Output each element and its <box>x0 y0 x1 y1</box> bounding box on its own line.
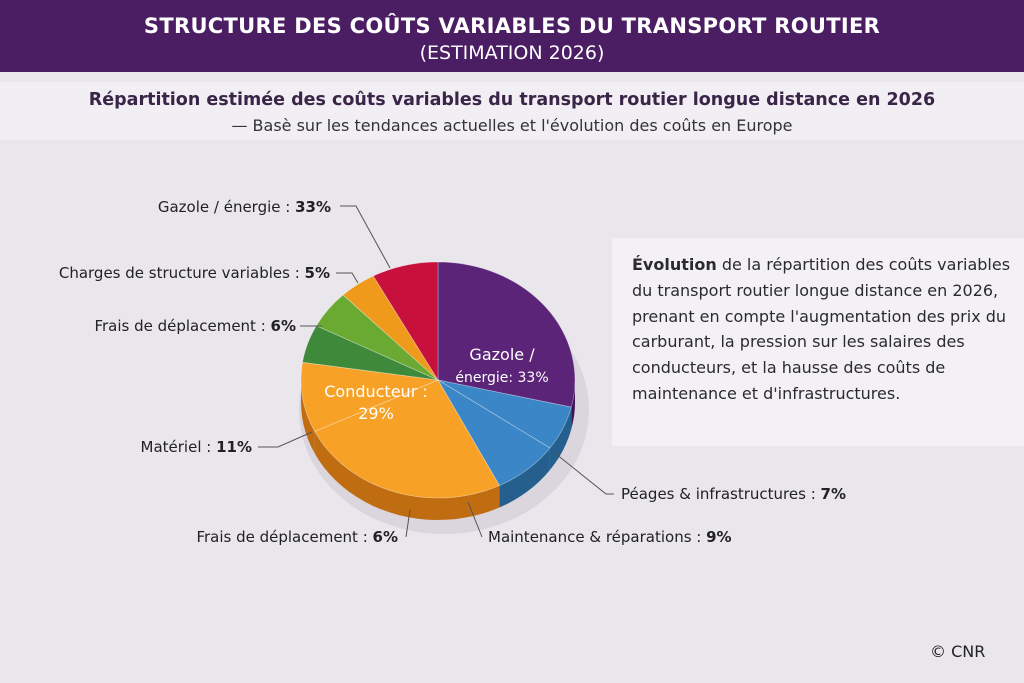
pie-inner-value: 29% <box>358 404 394 423</box>
pie-outer-label: Matériel : 11% <box>141 438 252 456</box>
pie-outer-label: Frais de déplacement : 6% <box>196 528 398 546</box>
pie-slice-side <box>571 380 575 430</box>
title-bar: STRUCTURE DES COÛTS VARIABLES DU TRANSPO… <box>0 0 1024 72</box>
pie-slice <box>437 379 572 449</box>
pie-inner-value: énergie: 33% <box>455 370 548 386</box>
pie-slice-side <box>499 448 550 508</box>
page-title: STRUCTURE DES COÛTS VARIABLES DU TRANSPO… <box>143 14 881 38</box>
chart-header: Répartition estimée des coûts variables … <box>0 82 1024 140</box>
pie-outer-label: Charges de structure variables : 5% <box>59 264 330 282</box>
leader-line <box>258 431 313 448</box>
pie-inner-label: Conducteur : <box>324 382 428 401</box>
leader-line <box>340 205 391 269</box>
page-subtitle: (ESTIMATION 2026) <box>419 42 605 64</box>
pie-slice-side <box>314 431 500 520</box>
pie-outer-label: Frais de déplacement : 6% <box>94 317 296 335</box>
pie-slice <box>437 261 576 408</box>
pie-slice-side <box>549 407 572 470</box>
leader-line <box>405 509 411 538</box>
copyright: © CNR <box>930 642 986 661</box>
pie-outer-label: Péages & infrastructures : 7% <box>621 485 846 503</box>
callout-text: Évolution de la répartition des coûts va… <box>632 252 1020 407</box>
chart-title: Répartition estimée des coûts variables … <box>88 90 936 110</box>
leader-line <box>336 272 359 284</box>
callout-box: Évolution de la répartition des coûts va… <box>612 238 1024 446</box>
callout-lead: Évolution <box>632 255 717 274</box>
pie-inner-label: Gazole / <box>469 345 535 364</box>
leader-line <box>467 501 483 538</box>
pie-slice <box>314 379 500 499</box>
pie-slice <box>372 261 439 382</box>
pie-slice <box>437 379 551 487</box>
pie-outer-label: Gazole / énergie : 33% <box>158 198 331 216</box>
chart-subtitle: — Basè sur les tendances actuelles et l'… <box>231 116 793 135</box>
pie-slice <box>300 361 440 432</box>
leader-line <box>555 453 614 495</box>
callout-body: de la répartition des coûts variables du… <box>632 255 1011 403</box>
pie-slice <box>342 275 439 381</box>
pie-slice-side <box>301 380 315 454</box>
pie-outer-label: Maintenance & réparations : 9% <box>488 528 732 546</box>
